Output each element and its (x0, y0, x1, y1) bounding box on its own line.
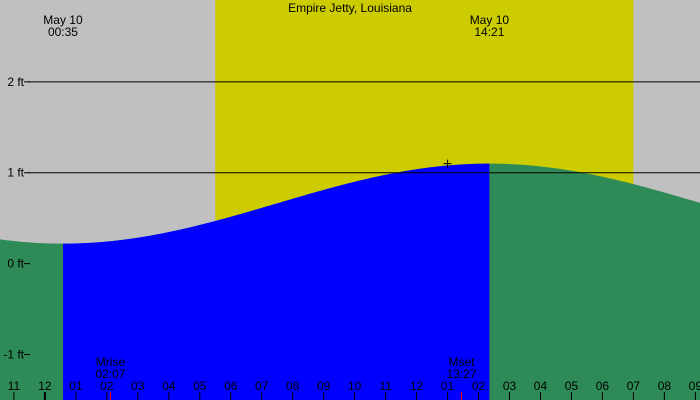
x-tick-label: 05 (565, 379, 579, 393)
extreme-date: May 10 (470, 13, 510, 27)
x-tick-label: 03 (131, 379, 145, 393)
x-tick-label: 01 (441, 379, 455, 393)
y-tick-label: 0 ft (7, 257, 24, 271)
x-tick-label: 03 (503, 379, 517, 393)
y-axis: 2 ft 1 ft 0 ft -1 ft (3, 75, 30, 362)
extreme-time: 00:35 (48, 25, 78, 39)
x-tick-label: 12 (410, 379, 424, 393)
x-tick-label: 08 (286, 379, 300, 393)
x-tick-label: 06 (224, 379, 238, 393)
x-tick-label: 05 (193, 379, 207, 393)
x-tick-label: 10 (348, 379, 362, 393)
x-tick-label: 09 (317, 379, 331, 393)
x-tick-label: 02 (472, 379, 486, 393)
x-tick-label: 06 (596, 379, 610, 393)
x-tick-label: 09 (689, 379, 700, 393)
tide-highlight-area (62, 163, 490, 400)
moon-event-label: Mset (448, 355, 475, 369)
x-tick-label: 04 (534, 379, 548, 393)
extreme-date: May 10 (43, 13, 83, 27)
x-tick-label: 04 (162, 379, 176, 393)
moon-event-time: 13:27 (446, 367, 476, 381)
y-tick-label: 2 ft (7, 75, 24, 89)
moon-event-time: 02:07 (95, 367, 125, 381)
moon-event-label: Mrise (96, 355, 126, 369)
x-tick-label: 01 (69, 379, 83, 393)
y-tick-label: 1 ft (7, 166, 24, 180)
x-tick-label: 08 (658, 379, 672, 393)
x-tick-label: 12 (38, 379, 52, 393)
x-tick-label: 11 (379, 379, 392, 393)
x-axis: 11 12 01 02 03 04 05 06 07 08 09 10 11 12 01 02 03 04 05 06… (8, 379, 700, 400)
x-tick-label: 07 (255, 379, 269, 393)
x-tick-label: 11 (8, 379, 21, 393)
y-tick-label: -1 ft (3, 348, 24, 362)
reference-lines (28, 81, 700, 174)
chart-title: Empire Jetty, Louisiana (288, 1, 412, 15)
extreme-time: 14:21 (474, 25, 504, 39)
x-tick-label: 07 (627, 379, 641, 393)
current-marker (443, 159, 452, 168)
x-tick-label: 02 (100, 379, 114, 393)
